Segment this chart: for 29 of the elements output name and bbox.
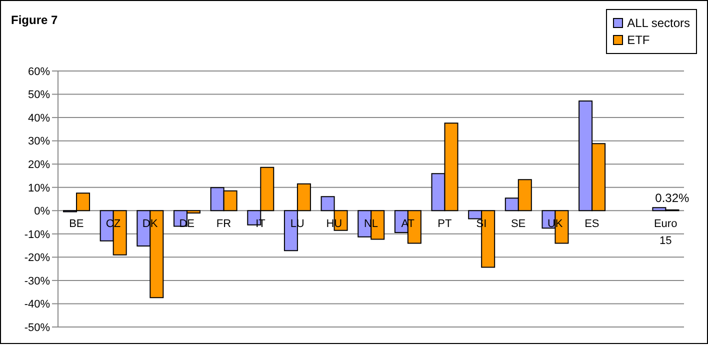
legend-label: ALL sectors	[627, 16, 690, 30]
y-tick-label: 50%	[28, 89, 50, 102]
x-tick-label: NL	[364, 218, 378, 230]
data-label: 0.32%	[655, 190, 690, 205]
y-tick-label: 30%	[28, 136, 50, 148]
chart-title: Figure 7	[11, 13, 58, 27]
y-tick-label: -30%	[24, 275, 50, 288]
y-tick-label: 10%	[28, 182, 50, 194]
x-tick-label: BE	[69, 218, 84, 230]
x-tick-label: ES	[584, 218, 600, 230]
y-tick-label: 0%	[34, 206, 50, 218]
y-tick-label: -20%	[24, 252, 50, 264]
legend-label: ETF	[627, 33, 650, 47]
y-tick-label: -10%	[24, 228, 50, 241]
x-tick-label: AT	[401, 218, 415, 230]
x-tick-label: IT	[256, 218, 266, 230]
y-tick-label: 20%	[28, 158, 50, 171]
y-tick-label: 60%	[28, 66, 50, 78]
x-tick-label: FR	[216, 218, 232, 230]
x-tick-label: UK	[547, 218, 564, 230]
x-tick-label: CZ	[106, 218, 121, 230]
x-tick-label: HU	[326, 218, 342, 230]
x-tick-label: Euro 15	[654, 218, 678, 248]
y-tick-label: -50%	[24, 322, 50, 334]
y-tick-label: -40%	[24, 298, 50, 311]
y-tick-label: 40%	[28, 112, 50, 124]
x-tick-label: PT	[438, 218, 452, 230]
x-tick-label: SE	[510, 218, 526, 230]
x-tick-label: DK	[142, 218, 158, 230]
